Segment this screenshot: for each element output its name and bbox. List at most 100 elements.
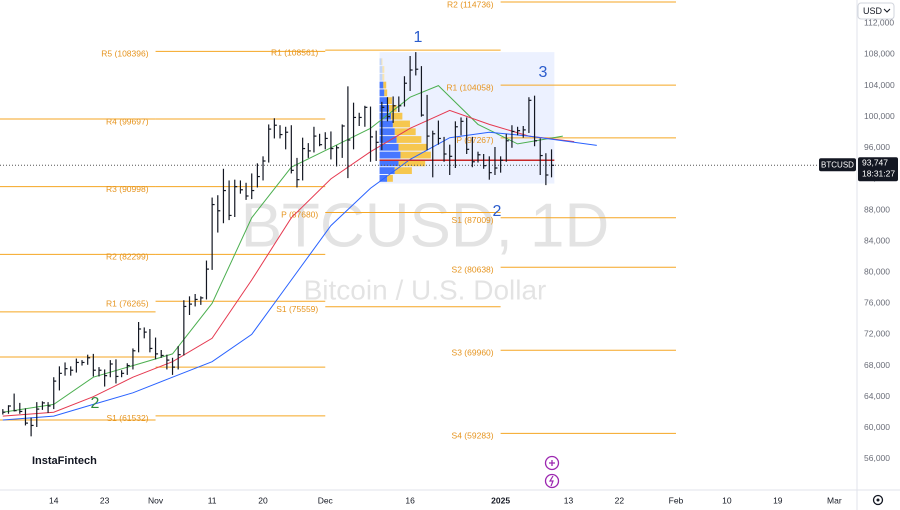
pivot-label: R1 (108561) [271,47,318,57]
pivot-label: S1 (75559) [276,304,318,314]
volume-down [398,159,426,167]
y-tick-label: 60,000 [864,422,890,432]
y-tick-label: 112,000 [864,18,894,28]
annotation: 1 [414,29,423,46]
volume-down [396,136,422,143]
pivot-label: R1 (104058) [446,82,493,92]
y-tick-label: 64,000 [864,391,890,401]
pivot-label: R1 (76265) [106,299,149,309]
x-tick-label: 13 [564,495,574,505]
volume-down [387,97,392,104]
settings-dot [876,498,880,502]
settings-icon[interactable] [872,494,884,506]
volume-down [382,73,385,81]
volume-down [383,81,387,89]
y-tick-label: 96,000 [864,142,890,152]
volume-up [379,58,382,66]
settings[interactable] [872,494,884,506]
y-tick-label: 56,000 [864,453,890,463]
x-tick-label: 2025 [491,495,510,505]
flash-icon[interactable] [544,473,560,489]
y-tick-label: 68,000 [864,360,890,370]
volume-up [379,97,388,104]
currency-label[interactable]: USD [863,6,883,16]
annotation: 3 [539,64,548,81]
volume-up [379,159,399,167]
side-icons[interactable] [544,455,560,489]
pivot-label: P (97267) [456,135,493,145]
volume-down [382,66,385,73]
symbol-label: BTCUSD [821,160,854,169]
pivot-label: S3 (69960) [452,348,494,358]
volume-up [379,120,393,128]
price-axis-bg [858,0,900,490]
y-tick-label: 84,000 [864,235,890,245]
last-price-label: 93,747 [862,158,888,168]
y-tick-label: 88,000 [864,204,890,214]
volume-down [384,89,388,97]
volume-down [390,112,403,120]
pivot-label: S4 (59283) [452,431,494,441]
currency-box[interactable] [857,2,895,20]
x-tick-label: Feb [669,495,684,505]
volume-up [379,151,401,159]
pivot-label: R2 (114736) [447,0,494,9]
pivot-label: R5 (108396) [101,49,148,59]
pivot-label: R4 (99697) [106,116,149,126]
x-tick-label: 22 [615,495,625,505]
pivot-label: R2 (82299) [106,252,149,262]
add-glyph [549,460,555,466]
y-tick-label: 72,000 [864,329,890,339]
x-tick-label: 23 [100,495,110,505]
volume-up [379,136,397,143]
flash-glyph [548,475,554,487]
pivot-label: S1 (61532) [106,413,148,423]
watermark-title: BTCUSD, 1D [241,191,610,260]
pivot-label: P (87680) [281,210,318,220]
currency-button[interactable]: USD [857,2,895,20]
pivot-label: S1 (87009) [452,215,494,225]
x-tick-label: 19 [773,495,783,505]
y-tick-label: 80,000 [864,266,890,276]
x-tick-label: Dec [318,495,334,505]
x-tick-label: 20 [258,495,268,505]
volume-up [379,128,395,136]
volume-up [379,89,385,97]
add-icon[interactable] [544,455,560,471]
volume-down [387,175,393,182]
volume-up [379,73,383,81]
brand-name: InstaFintech [32,455,97,467]
volume-up [379,143,399,151]
last-price-box [858,157,898,182]
y-tick-label: 104,000 [864,80,895,90]
annotation: 2 [493,203,502,220]
watermark: BTCUSD, 1D Bitcoin / U.S. Dollar [241,191,610,305]
x-tick-label: 14 [49,495,59,505]
y-tick-label: 108,000 [864,49,895,59]
moving-average [2,109,575,417]
volume-up [379,81,384,89]
volume-up [379,66,383,73]
volume-down [392,120,410,128]
volume-down [394,167,412,174]
x-tick-label: Nov [148,495,164,505]
x-tick-label: 10 [722,495,732,505]
brand: InstaFintech [32,455,97,467]
x-tick-label: Mar [827,495,842,505]
countdown: 18:31:27 [862,169,895,179]
moving-average [2,131,597,421]
volume-down [400,151,431,159]
x-tick-label: 16 [405,495,415,505]
volume-down [381,58,383,66]
pivot-label: S2 (80638) [452,265,494,275]
y-tick-label: 100,000 [864,111,895,121]
pivot-label: R3 (90998) [106,184,149,194]
chevron [883,8,891,13]
volume-up [379,167,395,174]
watermark-subtitle: Bitcoin / U.S. Dollar [304,274,547,305]
x-tick-label: 11 [208,495,217,505]
volume-up [379,105,390,112]
annotation: 2 [91,395,100,412]
